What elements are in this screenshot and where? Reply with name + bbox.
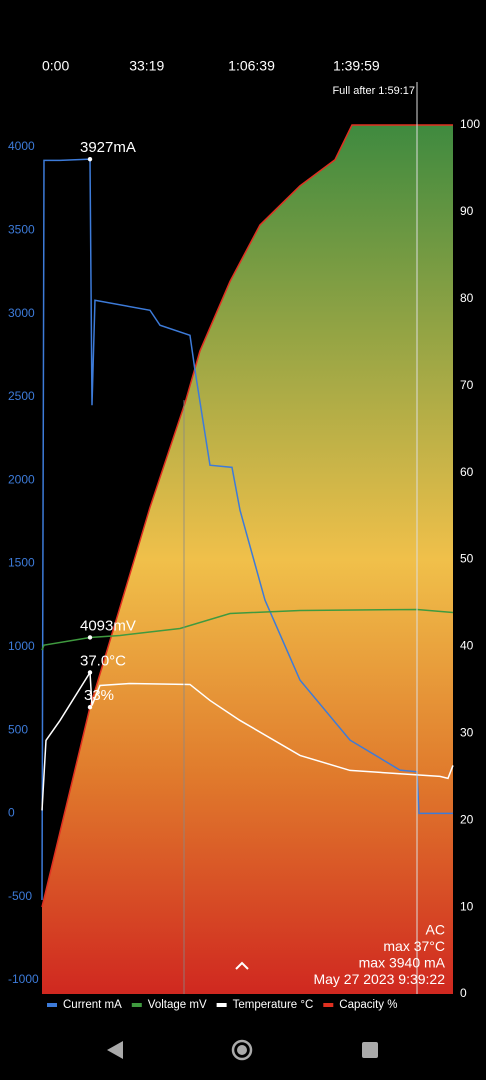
status-text: max 3940 mA	[359, 955, 446, 971]
series-line	[41, 670, 454, 811]
annotation-label: 4093mV	[80, 617, 136, 634]
y2-tick-label: 40	[460, 639, 474, 653]
status-text: May 27 2023 9:39:22	[313, 971, 445, 987]
y-tick-label: 1500	[8, 556, 35, 570]
status-text: AC	[426, 922, 445, 938]
y2-tick-label: 10	[460, 899, 474, 913]
y2-tick-label: 80	[460, 291, 474, 305]
status-text: max 37°C	[383, 938, 445, 954]
nav-back[interactable]	[107, 1041, 123, 1059]
legend-swatch	[323, 1003, 334, 1007]
y2-tick-label: 60	[460, 465, 474, 479]
series-line	[41, 124, 453, 908]
annotation-dot	[87, 635, 93, 640]
nav-home-dot	[237, 1045, 247, 1055]
y-tick-label: 0	[8, 806, 15, 820]
capacity-area	[42, 125, 453, 994]
legend-label: Voltage mV	[148, 999, 207, 1011]
expand-caret[interactable]	[235, 961, 249, 970]
annotation-dot	[87, 156, 93, 162]
legend-label: Current mA	[63, 999, 122, 1011]
x-tick-label: 1:39:59	[333, 58, 380, 74]
y-tick-label: -1000	[8, 972, 39, 986]
x-tick-label: 1:06:39	[228, 58, 275, 74]
annotation-dot	[87, 705, 93, 710]
legend-swatch	[216, 1003, 227, 1007]
y-tick-label: 3000	[8, 306, 35, 320]
y2-tick-label: 20	[460, 812, 474, 826]
annotation-dot	[87, 670, 93, 675]
legend-swatch	[131, 1003, 142, 1007]
y2-tick-label: 50	[460, 552, 474, 566]
y2-tick-label: 30	[460, 725, 474, 739]
series-line	[41, 158, 453, 901]
y-tick-label: 1000	[8, 639, 35, 653]
nav-home[interactable]	[231, 1039, 253, 1061]
y-tick-label: 4000	[8, 139, 35, 153]
y2-tick-label: 70	[460, 378, 474, 392]
y-tick-label: -500	[8, 889, 32, 903]
annotation-label: 33%	[84, 687, 114, 704]
annotation-label: 3927mA	[80, 139, 136, 156]
marker-label: Full after 1:59:17	[332, 85, 415, 97]
y2-tick-label: 100	[460, 117, 480, 131]
y2-tick-label: 0	[460, 986, 467, 1000]
legend-label: Capacity %	[339, 999, 397, 1011]
x-tick-label: 0:00	[42, 58, 69, 74]
y-tick-label: 500	[8, 722, 28, 736]
legend-label: Temperature °C	[233, 999, 314, 1011]
x-tick-label: 33:19	[129, 58, 164, 74]
y-tick-label: 2000	[8, 472, 35, 486]
y-tick-label: 2500	[8, 389, 35, 403]
nav-recents[interactable]	[362, 1042, 378, 1058]
y2-tick-label: 90	[460, 204, 474, 218]
y-tick-label: 3500	[8, 222, 35, 236]
annotation-label: 37.0°C	[80, 652, 126, 669]
series-line	[41, 608, 454, 651]
legend-swatch	[47, 1003, 57, 1007]
